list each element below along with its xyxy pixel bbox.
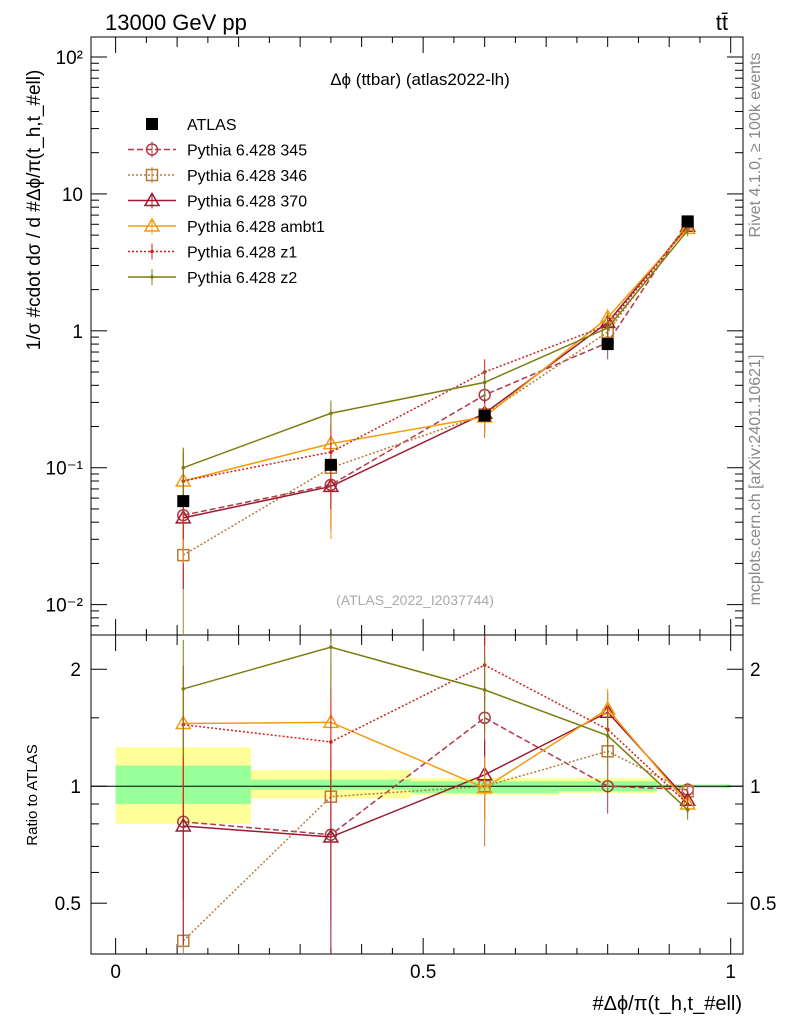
data-point [478,409,491,422]
series-point [685,228,690,233]
series-point [329,450,333,454]
rivet-label: Rivet 4.1.0, ≥ 100k events [747,53,764,238]
ratio-point [476,779,493,794]
x-axis-label: #Δϕ/π(t_h,t_#ell) [592,993,742,1015]
legend-marker [145,168,159,182]
x-tick-label: 0.5 [410,962,436,983]
legend-label: Pythia 6.428 z1 [187,245,297,262]
ratio-y-tick-label-right: 0.5 [750,894,776,915]
ratio-point [181,687,186,691]
main-series-group [174,215,696,635]
x-tick-label: 0 [110,962,121,983]
ratio-series-group [174,635,696,954]
legend-label: ATLAS [187,117,237,134]
legend-label: Pythia 6.428 345 [187,143,307,160]
data-point [601,338,614,351]
axis-ticks: 10⁻² 10⁻¹ 1 10 10² 0 0.5 1 0.5 0.5 1 1 2 2 [46,37,776,983]
legend-label: Pythia 6.428 370 [187,194,307,211]
y-tick-label: 10 [62,185,83,206]
legend-marker [150,249,154,254]
ratio-y-tick-label: 2 [70,660,81,681]
ratio-point [605,733,610,738]
y-tick-label: 10⁻¹ [46,459,84,480]
plot-title: Δϕ (ttbar) (atlas2022-lh) [330,70,510,89]
data-point [177,495,190,508]
legend-marker [143,217,161,232]
ratio-line [183,716,688,836]
ratio-point [174,817,192,832]
ratio-ylabel: Ratio to ATLAS [24,744,41,845]
legend: ATLAS Pythia 6.428 345 Pythia 6.428 346 Pyt… [128,117,325,287]
series-line [183,227,689,482]
legend-marker [145,143,159,156]
mcplots-label: mcplots.cern.ch [arXiv:2401.10621] [747,355,764,606]
y-tick-label: 10² [56,48,83,69]
legend-marker [146,118,158,130]
y-tick-label: 10⁻² [46,596,84,617]
ratio-point [329,740,333,744]
ratio-point [685,807,690,812]
series-point [181,465,186,470]
series-point [605,326,610,330]
series-point [482,380,487,385]
process-label: tt̄ [716,10,728,35]
data-point [681,215,694,228]
x-tick-label: 1 [725,962,736,983]
series-line [183,225,689,482]
legend-label: Pythia 6.428 346 [187,168,307,185]
series-line [183,221,689,516]
ratio-plot-frame [90,634,744,955]
legend-label: Pythia 6.428 ambt1 [187,219,325,236]
energy-label: 13000 GeV pp [105,10,247,35]
ratio-y-tick-label-right: 1 [750,777,761,798]
ratio-y-tick-label: 1 [70,777,81,798]
legend-label: Pythia 6.428 z2 [187,270,297,287]
data-point [324,458,337,471]
series-point [329,411,333,416]
legend-marker [150,275,154,279]
ratio-y-tick-label: 0.5 [55,894,81,915]
main-ylabel: 1/σ #cdot dσ / d #Δϕ/π(t_h,t_#ell) [24,70,45,351]
ratio-point [482,688,487,692]
y-tick-label: 1 [72,322,83,343]
ratio-y-tick-label-right: 2 [750,660,761,681]
analysis-watermark: (ATLAS_2022_I2037744) [336,592,494,608]
legend-marker [143,192,161,207]
ratio-point [322,828,340,843]
ratio-point [329,645,333,649]
